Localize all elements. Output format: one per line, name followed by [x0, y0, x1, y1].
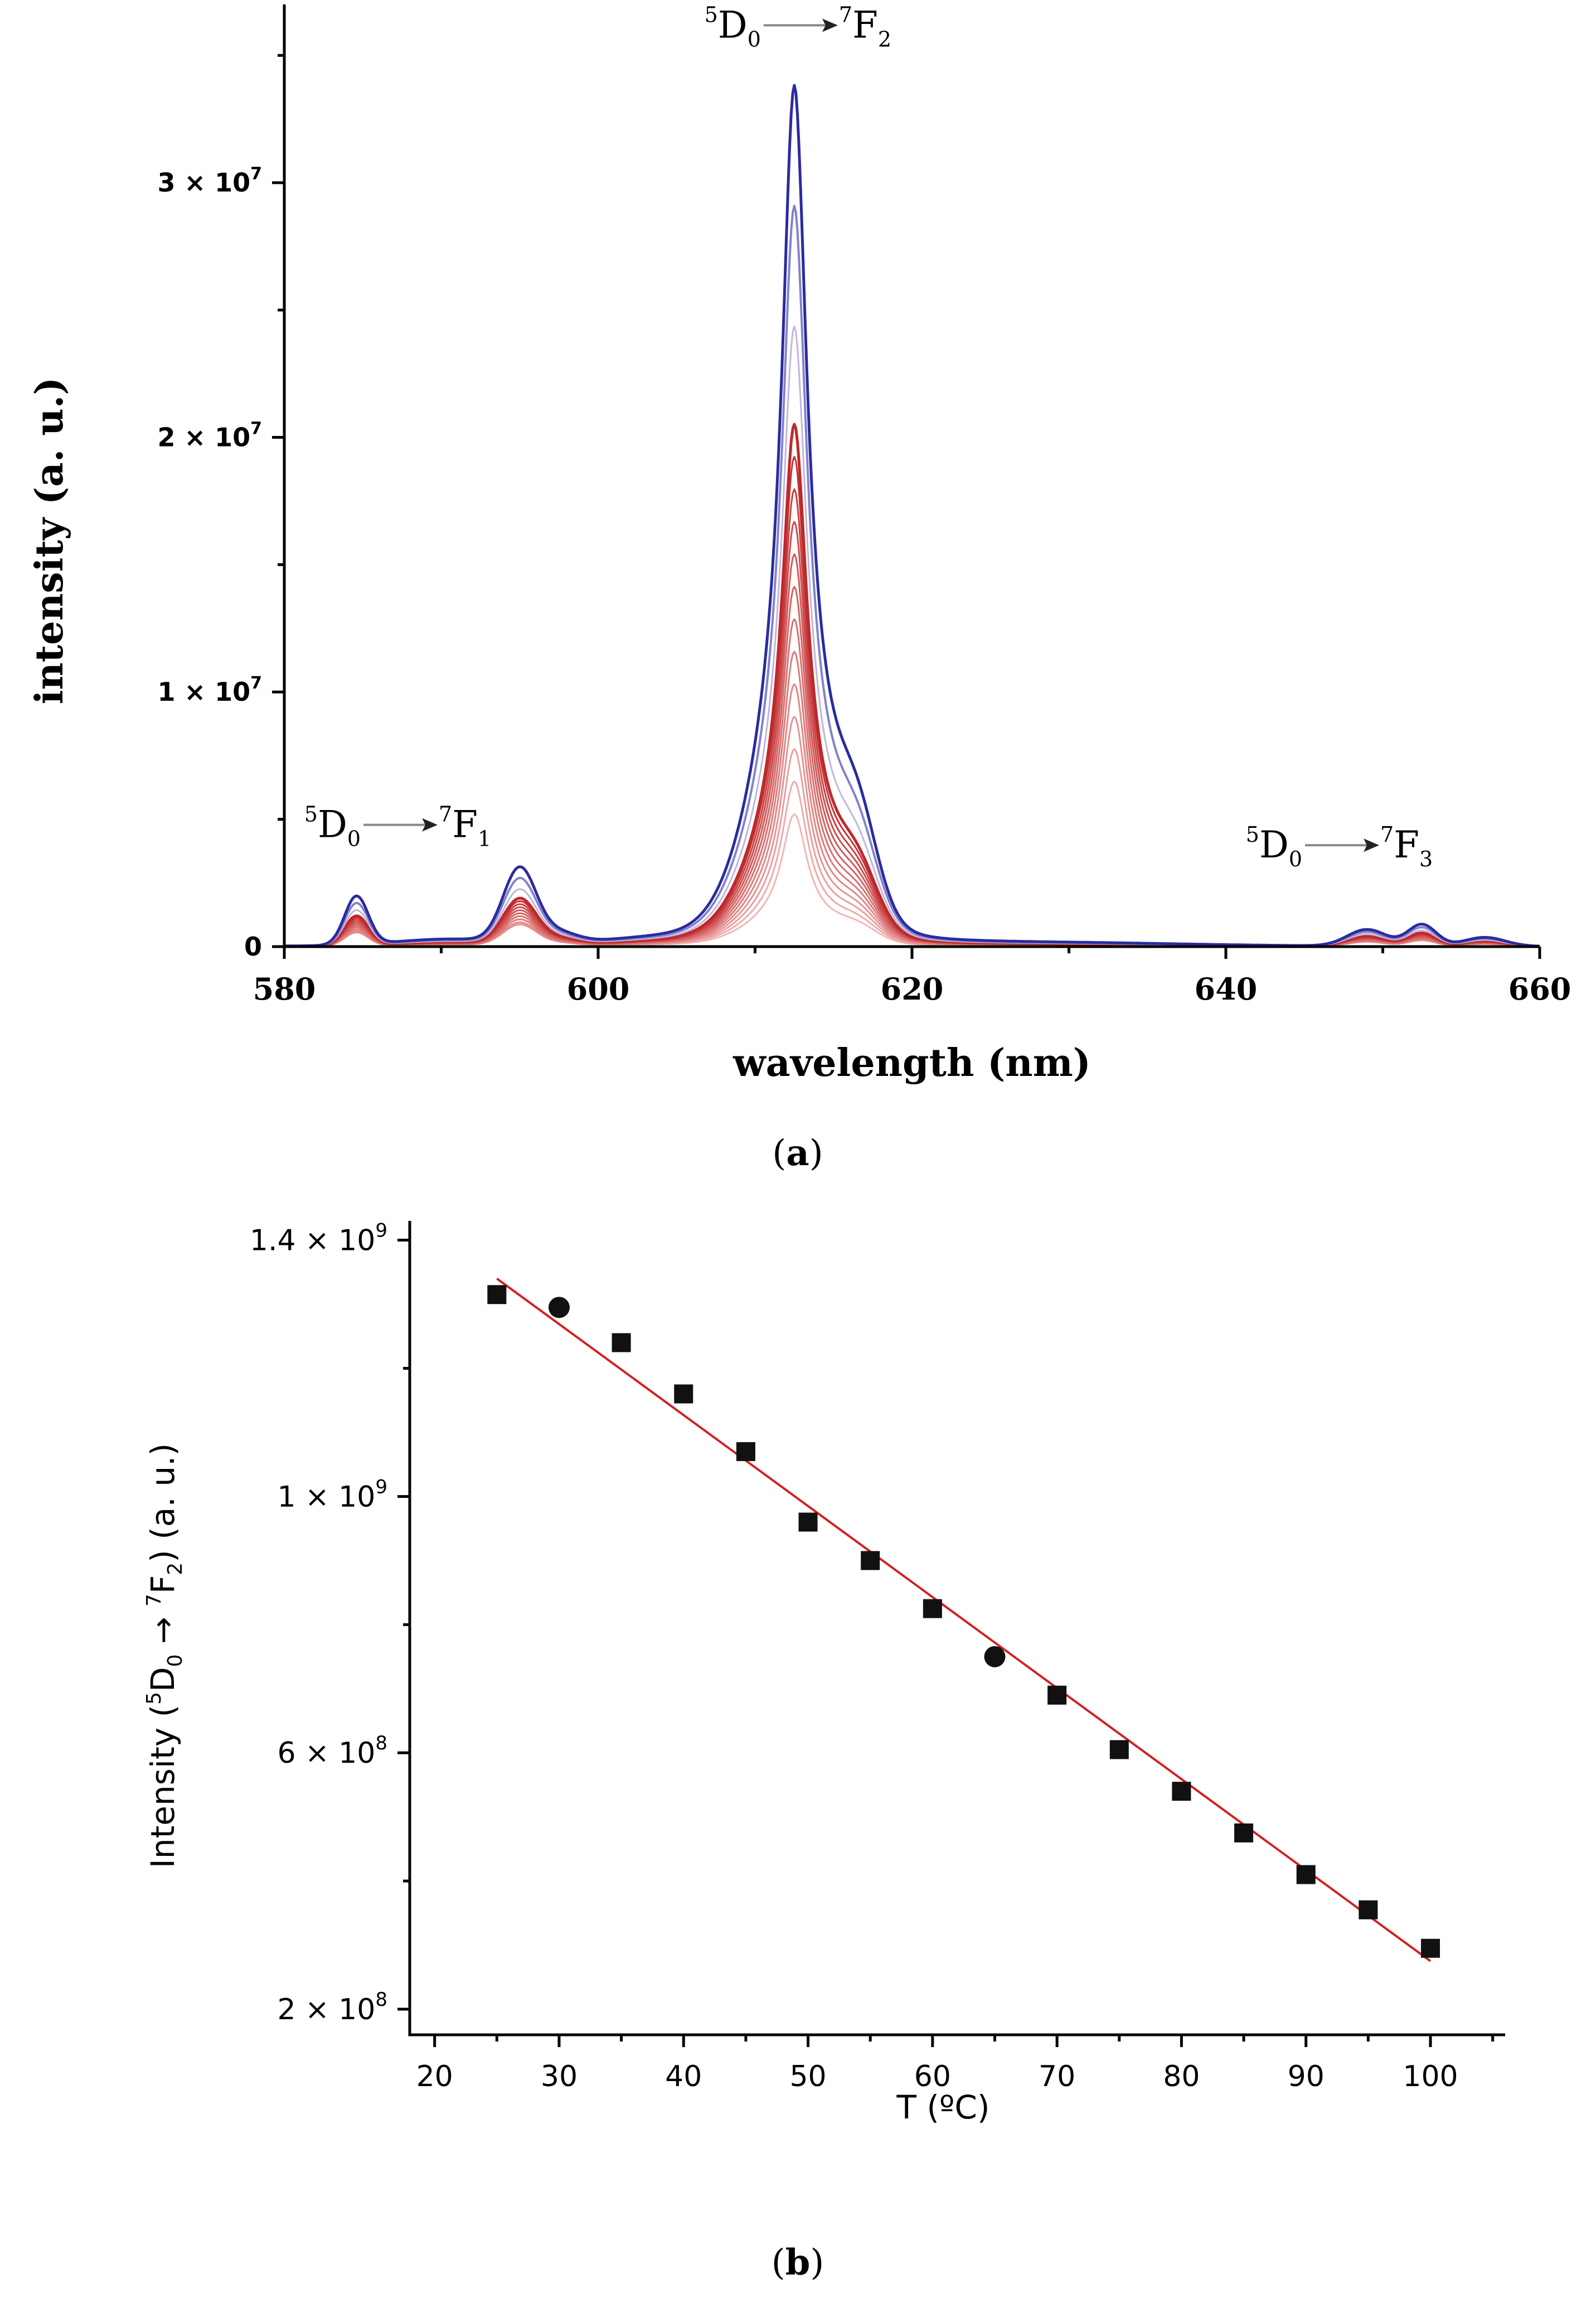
data-point	[798, 1512, 818, 1532]
y-tick-label: 2 × 107	[158, 419, 262, 452]
panel-b-y-axis-label: Intensity (5D0 → 7F2) (a. u.)	[143, 1443, 187, 1869]
spectrum-curve	[284, 521, 1540, 948]
annotation-final-state: 7F1	[439, 802, 491, 851]
y-tick-label: 1 × 109	[277, 1476, 387, 1514]
y-tick-label: 1 × 107	[158, 673, 262, 707]
panel-a-label: (a)	[772, 1132, 823, 1174]
spectrum-curve	[284, 488, 1540, 947]
linear-fit-line	[496, 1277, 1432, 1962]
data-point	[923, 1599, 942, 1618]
panel-b-x-axis-label: T (ºC)	[896, 2088, 990, 2126]
annotation-arrow-head	[822, 18, 838, 32]
data-point	[1296, 1865, 1316, 1884]
data-points	[487, 1285, 1440, 1958]
data-point	[736, 1442, 755, 1461]
x-tick-label: 70	[1039, 2060, 1075, 2093]
annotation-arrow-head	[1364, 838, 1380, 852]
spectrum-curve	[284, 553, 1540, 948]
annotation-final-state: 7F3	[1380, 822, 1433, 871]
panel-b-axes	[408, 1221, 1505, 2036]
x-tick-label: 620	[881, 971, 944, 1007]
transition-annotation: 5D0 7F1	[304, 802, 491, 851]
data-point	[1421, 1938, 1440, 1958]
panel-b-y-ticks: 2 × 108 6 × 108 1 × 109 1.4 × 109	[250, 1219, 410, 2026]
spectrum-curve	[284, 84, 1540, 948]
x-tick-label: 30	[541, 2060, 578, 2093]
annotation-initial-state: 5D0	[1246, 822, 1302, 871]
spectrum-curve	[284, 585, 1540, 948]
panel-b-x-ticks: 20 30 40 50 60 70 80 90 100	[416, 2035, 1495, 2093]
data-point	[1109, 1740, 1129, 1759]
x-tick-label: 40	[665, 2060, 702, 2093]
x-tick-label: 640	[1195, 971, 1258, 1007]
panel-a-y-ticks: 0 1 × 107 2 × 107 3 × 107	[158, 54, 284, 962]
y-tick-label: 1.4 × 109	[250, 1219, 387, 1257]
data-point	[612, 1333, 631, 1352]
fit-line	[496, 1277, 1432, 1962]
data-point	[674, 1384, 693, 1404]
data-point	[1172, 1782, 1191, 1801]
x-tick-label: 20	[416, 2060, 453, 2093]
data-point	[487, 1285, 507, 1305]
data-point	[548, 1297, 570, 1318]
data-point	[1359, 1900, 1378, 1919]
y-tick-label: 0	[244, 932, 262, 962]
spectrum-curve	[284, 326, 1540, 947]
data-point	[984, 1646, 1006, 1667]
spectrum-curve	[284, 651, 1540, 948]
annotation-initial-state: 5D0	[304, 802, 361, 851]
y-tick-label: 6 × 108	[277, 1732, 387, 1770]
annotation-final-state: 7F2	[839, 2, 891, 51]
annotation-initial-state: 5D0	[705, 2, 761, 51]
panel-a: 580 600 620 640 660 0 1 × 107 2 × 107 3 × 107 5…	[27, 2, 1571, 1174]
data-point	[861, 1551, 880, 1570]
transition-annotation: 5D0 7F3	[1246, 822, 1433, 871]
panel-a-x-axis-label: wavelength (nm)	[732, 1041, 1091, 1085]
x-tick-label: 60	[914, 2060, 951, 2093]
panel-a-x-ticks: 580 600 620 640 660	[253, 947, 1571, 1007]
spectrum-curve	[284, 618, 1540, 948]
panel-a-y-axis-label: intensity (a. u.)	[27, 377, 72, 705]
x-tick-label: 100	[1403, 2060, 1458, 2093]
spectrum-curve	[284, 455, 1540, 947]
annotation-arrow-head	[422, 818, 438, 832]
spectra-curves	[284, 84, 1540, 948]
x-tick-label: 80	[1163, 2060, 1200, 2093]
panel-b: 20 30 40 50 60 70 80 90 100 2 × 108 6 × 108 1 × 10…	[143, 1219, 1505, 2283]
x-tick-label: 600	[567, 971, 630, 1007]
y-tick-label: 2 × 108	[277, 1989, 387, 2026]
spectrum-curve	[284, 423, 1540, 948]
data-point	[1047, 1685, 1067, 1705]
data-point	[1234, 1823, 1254, 1842]
transition-annotation: 5D0 7F2	[705, 2, 891, 51]
transition-annotations: 5D0 7F1 5D0 7F2 5D0 7F3	[304, 2, 1433, 871]
y-tick-label: 3 × 107	[158, 164, 262, 198]
x-tick-label: 90	[1288, 2060, 1325, 2093]
x-tick-label: 50	[789, 2060, 826, 2093]
panel-b-label: (b)	[772, 2242, 824, 2283]
spectrum-curve	[284, 748, 1540, 948]
x-tick-label: 660	[1508, 971, 1571, 1007]
x-tick-label: 580	[253, 971, 316, 1007]
